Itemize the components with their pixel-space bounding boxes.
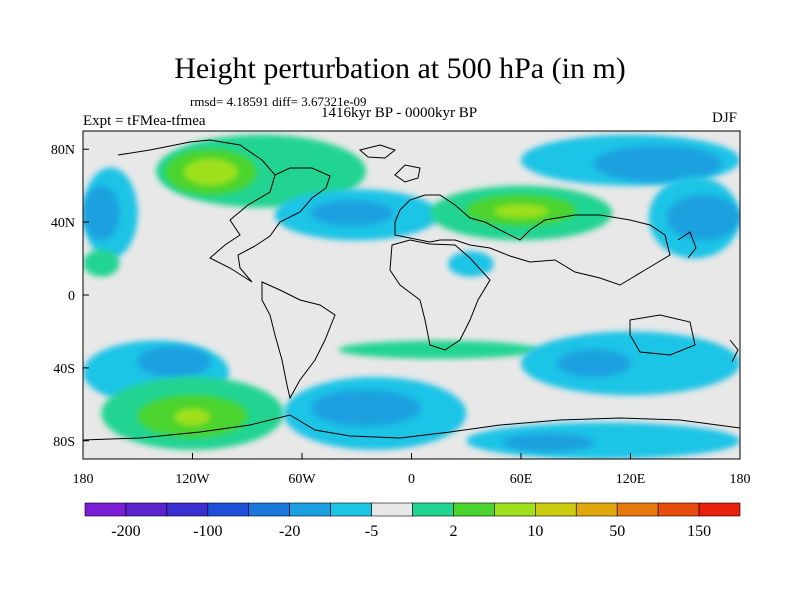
colorbar-swatch: [535, 502, 577, 517]
colorbar-label: 10: [527, 523, 543, 540]
x-tick-label: 120E: [616, 472, 646, 487]
x-tick-label: 60W: [288, 472, 316, 487]
colorbar-swatch: [412, 502, 454, 517]
colorbar-swatch: [125, 502, 168, 517]
colorbar-swatch: [248, 502, 290, 517]
y-tick-label: 40S: [53, 362, 75, 377]
x-tick-label: 180: [73, 472, 94, 487]
colorbar-swatch: [371, 502, 413, 517]
colorbar-swatch: [494, 502, 536, 517]
colorbar-swatch: [698, 502, 741, 517]
experiment-label: Expt = tFMea-tfmea: [83, 113, 206, 129]
colorbar-label: 2: [449, 523, 457, 540]
colorbar-swatch: [207, 502, 250, 517]
colorbar-label: -5: [365, 523, 378, 540]
region-indian-ocean-negative-core: [557, 349, 631, 378]
colorbar-swatch: [657, 502, 700, 517]
region-southern-ocean-negative-core: [502, 433, 594, 452]
region-north-africa-negative: [448, 251, 494, 277]
region-north-pacific-west-negative-core: [83, 185, 120, 241]
colorbar-swatch: [166, 502, 209, 517]
colorbar-swatch: [84, 502, 127, 517]
region-south-pacific-positive-peak: [174, 407, 211, 427]
period-label: 1416kyr BP - 0000kyr BP: [321, 105, 478, 121]
region-eurasia-positive-peak: [493, 203, 549, 219]
colorbar-label: -20: [279, 523, 300, 540]
x-tick-label: 60E: [510, 472, 533, 487]
y-tick-label: 80N: [51, 143, 75, 158]
colorbar-swatch: [575, 502, 618, 517]
colorbar-label: -100: [193, 523, 222, 540]
colorbar-swatch: [453, 502, 495, 517]
region-south-atlantic-positive-band: [338, 340, 540, 359]
y-tick-label: 0: [68, 289, 75, 304]
region-north-pacific-east-negative-core: [667, 194, 740, 241]
region-south-pacific-negative-core: [137, 346, 211, 377]
colorbar-swatch: [330, 502, 372, 517]
y-tick-label: 80S: [53, 435, 75, 450]
region-south-atlantic-negative-core: [311, 389, 421, 427]
region-canada-positive-peak: [183, 158, 239, 186]
colorbar-swatch: [616, 502, 659, 517]
colorbar-swatch: [289, 502, 331, 517]
y-tick-label: 40N: [51, 216, 75, 231]
x-tick-label: 120W: [175, 472, 210, 487]
x-tick-label: 180: [730, 472, 751, 487]
region-north-atlantic-negative-core: [311, 200, 394, 226]
season-label: DJF: [712, 110, 738, 126]
rmsd-stats: rmsd= 4.18591 diff= 3.67321e-09: [190, 94, 367, 109]
chart-title: Height perturbation at 500 hPa (in m): [174, 52, 626, 85]
region-east-pacific-tropic-positive: [83, 249, 120, 277]
colorbar-label: 150: [687, 523, 711, 540]
region-siberia-negative-core: [594, 145, 722, 183]
colorbar-label: 50: [609, 523, 625, 540]
coastlines: [83, 139, 740, 441]
x-tick-label: 0: [408, 472, 415, 487]
colorbar-label: -200: [111, 523, 140, 540]
